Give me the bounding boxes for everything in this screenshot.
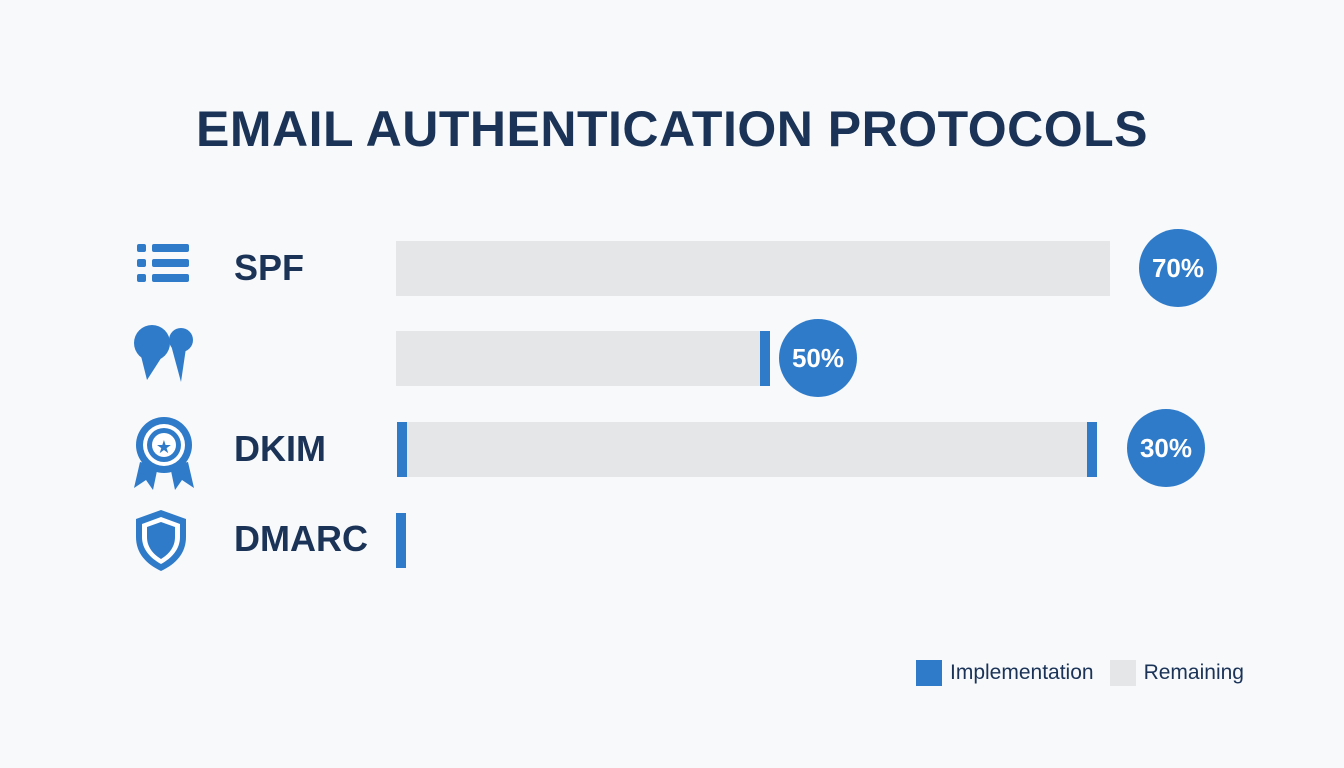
category-label: SPF [234,247,304,288]
remaining-bar [396,241,1110,296]
implementation-bar [396,513,406,568]
remaining-bar [396,331,764,386]
award-badge-icon: ★ [134,417,194,490]
value-badge [779,319,857,397]
row-icons: ★ [134,244,194,571]
value-badge [1139,229,1217,307]
implementation-bar [397,422,407,477]
value-label: 50% [792,343,844,373]
shield-icon [136,510,186,571]
category-label: DKIM [234,428,326,469]
chart-row: 50% [396,319,857,397]
speech-bubbles-icon [134,325,193,382]
chart-rows: SPF 70% 50% DKIM 30% DMARC [234,229,1217,568]
legend-item-remaining: Remaining [1109,660,1244,686]
svg-text:★: ★ [156,437,172,458]
chart-row: DKIM 30% [234,409,1205,487]
list-icon [137,244,189,282]
implementation-bar [760,331,770,386]
value-label: 30% [1140,433,1192,463]
implementation-bar [1087,422,1097,477]
legend-swatch-implementation [916,660,942,686]
chart-row: SPF 70% [234,229,1217,307]
chart-title: EMAIL AUTHENTICATION PROTOCOLS [195,101,1149,157]
legend: Implementation Remaining [916,660,1260,686]
legend-item-implementation: Implementation [916,660,1094,686]
remaining-bar [397,422,1096,477]
legend-label-remaining: Remaining [1143,661,1244,684]
value-label: 70% [1152,253,1204,283]
category-label: DMARC [234,518,368,559]
legend-swatch-remaining [1109,660,1136,686]
value-badge [1127,409,1205,487]
legend-label-implementation: Implementation [950,661,1094,684]
chart-row: DMARC [234,513,406,568]
